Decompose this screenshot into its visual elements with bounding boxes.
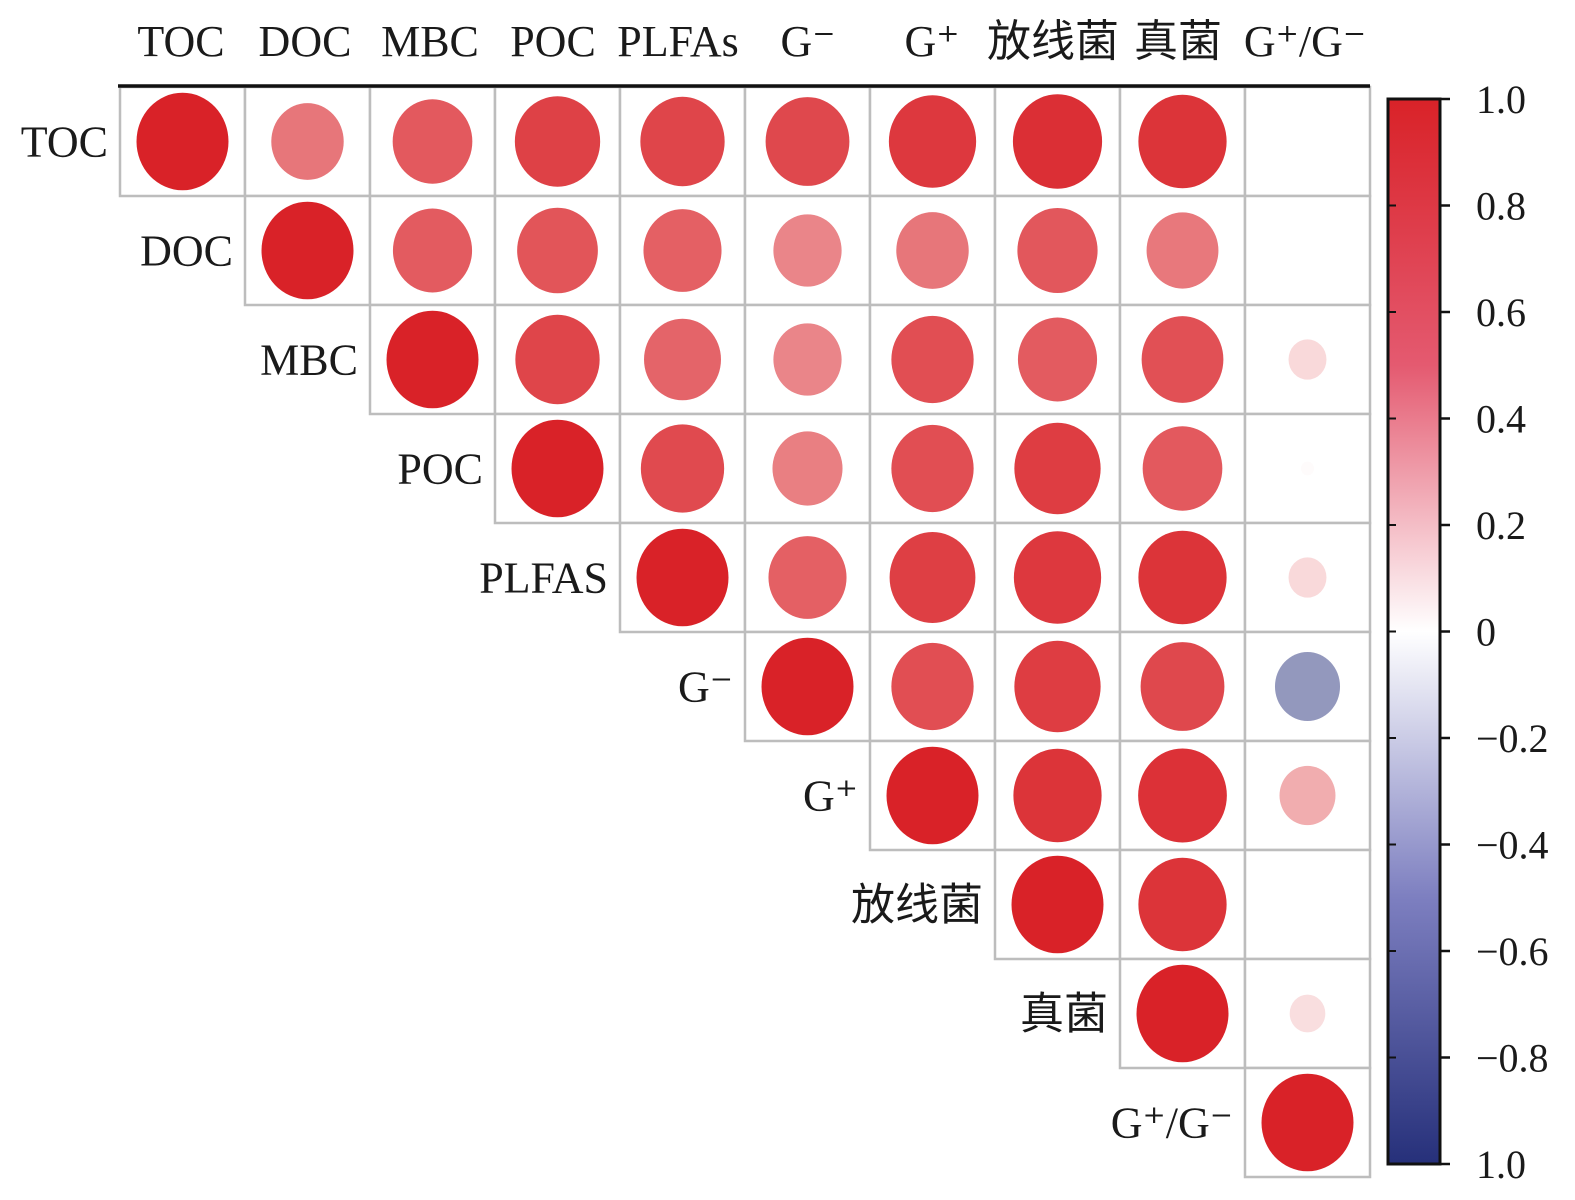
row-label: POC [397,445,483,494]
correlation-circle [271,103,344,180]
correlation-circle [1136,964,1229,1063]
correlation-circle [896,212,969,289]
colorbar-tick-label: 1.0 [1476,77,1526,122]
correlation-circle [1017,317,1098,402]
correlation-circle [1017,207,1098,294]
correlation-circle [886,746,979,845]
row-label: G⁺ [803,772,858,821]
correlation-circle [1012,94,1103,189]
correlation-circle [1138,530,1227,625]
column-label: 真菌 [1134,17,1222,66]
correlation-circle [1279,765,1336,826]
row-label: 放线菌 [851,881,983,930]
correlation-circle [889,532,976,623]
correlation-circle [392,208,473,293]
correlation-circle [1011,855,1104,954]
row-label: MBC [260,336,358,385]
correlation-circle [1142,426,1223,511]
correlation-circle [1141,316,1224,403]
row-label: G⁻ [678,663,733,712]
correlation-circle [392,99,473,184]
correlation-circle [1014,640,1101,733]
colorbar-tick-label: 1.0 [1476,1142,1526,1187]
colorbar: 1.0 0.8 0.6 0.4 0.2 0 −0.2 −0.4 −0.6 −0.8 1.0 [1386,77,1549,1187]
column-label: G⁺ [905,17,960,66]
matrix-cell [1243,848,1372,961]
correlation-circle [517,207,598,294]
colorbar-tick-label: 0.8 [1476,184,1526,229]
correlation-circle [1288,557,1327,598]
correlation-circle [891,424,974,513]
row-label: G⁺/G⁻ [1111,1099,1233,1148]
colorbar-tick-label: 0 [1476,610,1496,655]
correlation-circle [640,424,725,513]
colorbar-tick-label: −0.2 [1476,716,1549,761]
column-label: G⁺/G⁻ [1244,17,1366,66]
matrix-cell [1243,85,1372,198]
correlation-circle [636,528,729,627]
colorbar-tick-label: 0.4 [1476,397,1526,442]
colorbar-tick-label: −0.4 [1476,823,1549,868]
axis-labels: TOC DOC MBC POC PLFAs G⁻ G⁺ 放线菌 真菌 G⁺/G⁻TOCDOCMBC… [21,17,1366,1148]
colorbar-tick-label: −0.6 [1476,929,1549,974]
correlation-circle [640,96,725,187]
correlation-circle [891,642,974,731]
correlation-circle [891,315,974,404]
column-label: MBC [381,17,479,66]
column-label: 放线菌 [987,17,1119,66]
correlation-circle [261,201,354,300]
correlation-circle [888,95,977,188]
correlation-circle [515,314,600,405]
column-label: POC [510,17,596,66]
correlation-circle [773,214,842,287]
column-label: DOC [259,17,352,66]
row-label: TOC [21,118,108,167]
correlation-circle [511,419,604,518]
column-label: PLFAs [617,17,738,66]
correlation-circle [765,97,850,186]
colorbar-tick-label: 0.2 [1476,503,1526,548]
correlation-circles [136,92,1354,1172]
colorbar-tick-label: 0.6 [1476,290,1526,335]
row-label: 真菌 [1020,990,1108,1039]
correlation-circle [1140,642,1225,731]
correlation-circle [1300,461,1315,476]
column-label: TOC [137,17,224,66]
correlation-circle [136,92,229,191]
correlation-circle [1288,339,1327,380]
correlation-circle [772,431,843,506]
correlation-circle [773,323,842,396]
correlation-circle [1261,1073,1354,1172]
correlation-circle [1138,94,1227,189]
correlation-circle [1146,212,1219,289]
correlation-circle [514,96,601,187]
correlation-circle [1014,422,1101,515]
row-label: DOC [140,227,233,276]
correlation-circle [644,318,721,401]
correlation-circle [643,209,722,292]
correlation-circle [1013,531,1102,624]
correlation-circle [1013,748,1102,843]
correlation-circle [1138,857,1227,952]
matrix-cell [1243,194,1372,307]
correlation-circle [1274,652,1341,721]
column-label: G⁻ [781,17,836,66]
correlation-circle [768,536,847,619]
colorbar-tick-label: −0.8 [1476,1036,1549,1081]
correlation-circle [1289,994,1326,1033]
correlation-circle [1138,748,1227,843]
row-label: PLFAS [479,554,608,603]
correlation-circle [761,637,854,736]
correlation-circle [386,310,479,409]
